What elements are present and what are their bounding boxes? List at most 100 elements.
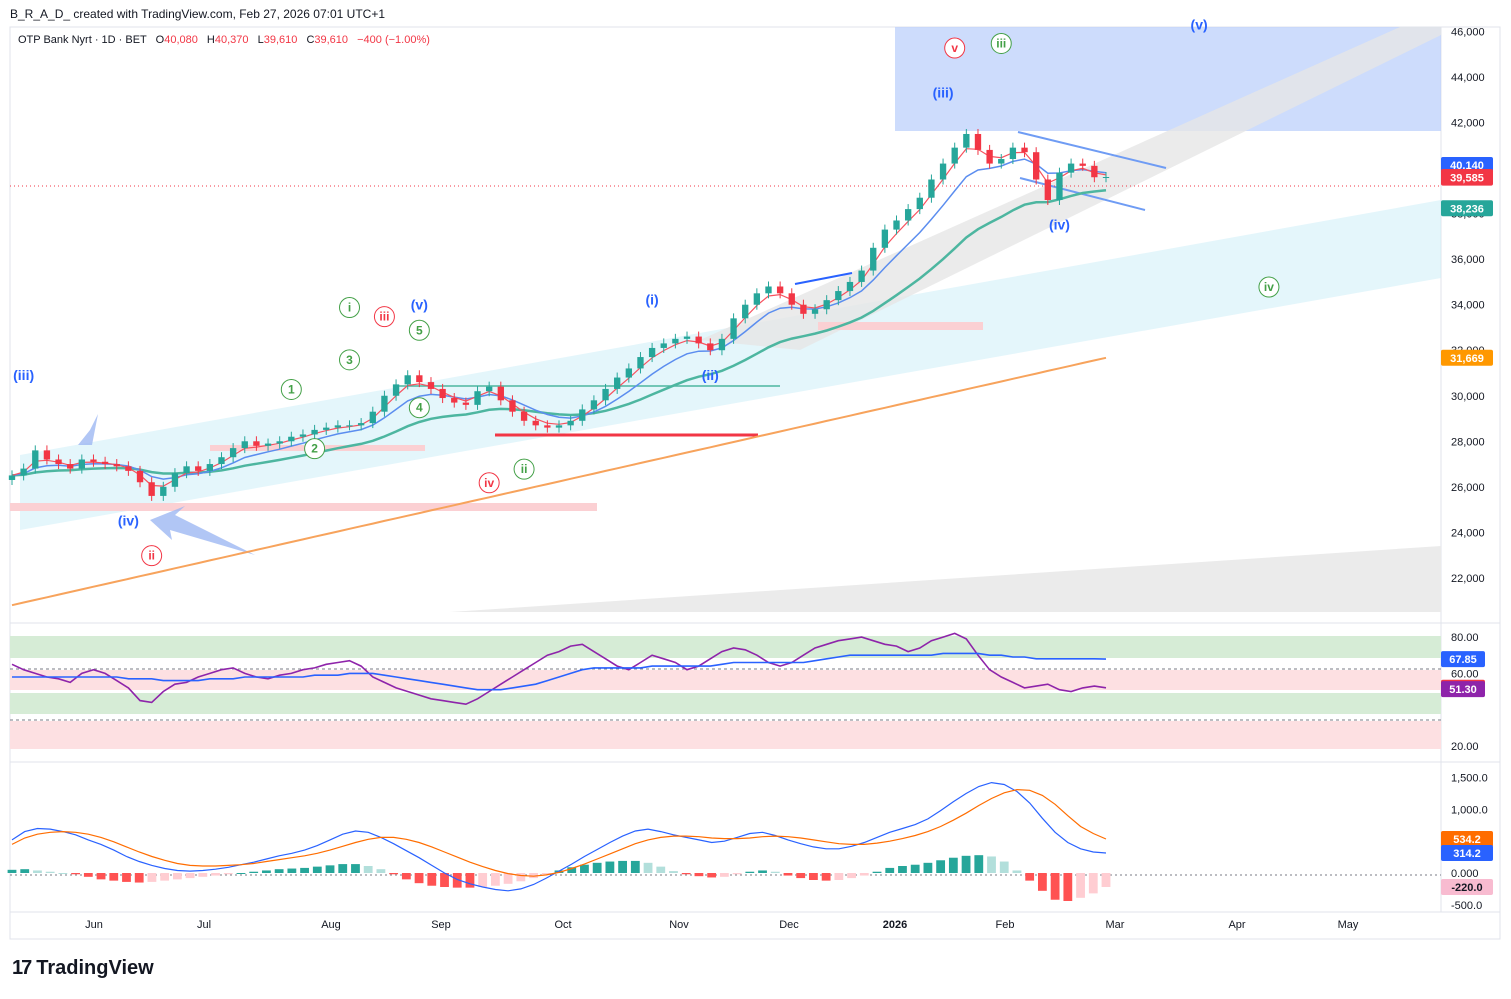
candle[interactable]: [730, 313, 737, 344]
wave-label[interactable]: 4: [408, 397, 430, 419]
wave-label[interactable]: (v): [1191, 16, 1208, 32]
candle[interactable]: [776, 281, 784, 299]
candle[interactable]: [625, 363, 632, 383]
wave-label[interactable]: iii: [373, 306, 395, 328]
wave-label[interactable]: ii: [141, 545, 163, 567]
wave-label[interactable]: iii: [990, 32, 1012, 54]
candle[interactable]: [893, 215, 900, 235]
candle[interactable]: [823, 295, 830, 315]
candle[interactable]: [264, 438, 272, 451]
symbol-legend[interactable]: OTP Bank Nyrt · 1D · BET O40,080 H40,370…: [18, 34, 430, 46]
candle[interactable]: [241, 436, 248, 454]
candle[interactable]: [1009, 142, 1017, 165]
candle[interactable]: [369, 406, 376, 429]
ema-20-line[interactable]: [11, 158, 1107, 480]
wave-label[interactable]: (v): [411, 296, 428, 312]
candle[interactable]: [881, 224, 889, 253]
candle[interactable]: [1033, 147, 1040, 185]
candle[interactable]: [171, 468, 179, 492]
candle[interactable]: [800, 299, 807, 319]
candle[interactable]: [160, 481, 167, 501]
macd-line[interactable]: [11, 781, 1107, 892]
candle[interactable]: [20, 463, 27, 481]
candle[interactable]: [206, 459, 214, 476]
candle[interactable]: [183, 461, 190, 479]
candle[interactable]: [579, 404, 586, 426]
candle[interactable]: [136, 465, 144, 488]
candle[interactable]: [311, 424, 318, 440]
candle[interactable]: [416, 370, 423, 388]
candle[interactable]: [101, 456, 109, 470]
candle[interactable]: [1067, 158, 1075, 178]
support-zone-3[interactable]: [818, 322, 983, 330]
candle[interactable]: [253, 436, 260, 451]
candle[interactable]: [323, 422, 330, 435]
candle[interactable]: [602, 383, 609, 406]
candle[interactable]: [404, 370, 411, 390]
wave-label[interactable]: (i): [645, 292, 658, 308]
wave-label[interactable]: 5: [408, 319, 430, 341]
candle[interactable]: [474, 386, 481, 410]
wave-label[interactable]: (ii): [702, 367, 719, 383]
candle[interactable]: [683, 331, 691, 344]
candle[interactable]: [963, 128, 970, 153]
wave-label[interactable]: (iv): [118, 513, 139, 529]
candle[interactable]: [532, 415, 539, 431]
candle[interactable]: [590, 395, 598, 415]
candle[interactable]: [870, 242, 877, 276]
candle[interactable]: [439, 383, 446, 404]
candle[interactable]: [195, 461, 202, 476]
candle[interactable]: [858, 265, 865, 287]
rsi-signal-line[interactable]: [12, 652, 1107, 691]
candle[interactable]: [695, 331, 702, 349]
candle[interactable]: [346, 420, 353, 431]
candle[interactable]: [1102, 171, 1110, 183]
wave-label[interactable]: i: [339, 297, 361, 319]
candle[interactable]: [381, 390, 388, 417]
candle[interactable]: [55, 454, 62, 470]
candle[interactable]: [998, 154, 1005, 169]
candle[interactable]: [67, 459, 74, 474]
candle[interactable]: [451, 393, 458, 408]
candle[interactable]: [125, 461, 132, 476]
candle[interactable]: [32, 445, 39, 474]
wave-label[interactable]: iv: [1258, 276, 1280, 298]
candle[interactable]: [672, 333, 679, 349]
candle[interactable]: [1091, 160, 1098, 183]
candle[interactable]: [462, 397, 470, 410]
wave-label[interactable]: (iii): [13, 367, 34, 383]
wave-label[interactable]: (iii): [933, 85, 954, 101]
candle[interactable]: [986, 144, 993, 169]
candle[interactable]: [218, 452, 225, 470]
wave-label[interactable]: 1: [280, 378, 302, 400]
candle[interactable]: [1044, 174, 1051, 206]
tradingview-logo[interactable]: 17 TradingView: [12, 957, 154, 980]
chart-canvas[interactable]: (iii)(iv)iiiiii(v)35142ivii(i)(ii)(iii)v…: [0, 0, 1511, 945]
candle[interactable]: [276, 436, 283, 449]
candle[interactable]: [229, 443, 237, 463]
candle[interactable]: [497, 381, 504, 406]
candle[interactable]: [765, 281, 772, 299]
gray-band[interactable]: [450, 546, 1441, 612]
candle[interactable]: [78, 454, 85, 474]
arrow-up[interactable]: [78, 414, 98, 445]
candle[interactable]: [811, 304, 819, 319]
ema-200-line[interactable]: [11, 356, 1107, 607]
candle[interactable]: [707, 338, 714, 356]
candle[interactable]: [951, 142, 958, 169]
candle[interactable]: [718, 333, 726, 356]
candle[interactable]: [916, 192, 923, 215]
candle[interactable]: [555, 420, 563, 433]
target-zone-box[interactable]: [895, 27, 1441, 131]
candle[interactable]: [753, 288, 761, 310]
candle[interactable]: [90, 454, 97, 467]
trendline-top[interactable]: [1017, 131, 1167, 169]
candle[interactable]: [788, 288, 795, 310]
wave-label[interactable]: v: [944, 37, 966, 59]
candle[interactable]: [509, 395, 516, 417]
candle[interactable]: [357, 418, 365, 431]
wave-label[interactable]: 2: [304, 438, 326, 460]
candle[interactable]: [8, 470, 16, 485]
wave-label[interactable]: ii: [513, 458, 535, 480]
candle[interactable]: [1021, 142, 1028, 158]
